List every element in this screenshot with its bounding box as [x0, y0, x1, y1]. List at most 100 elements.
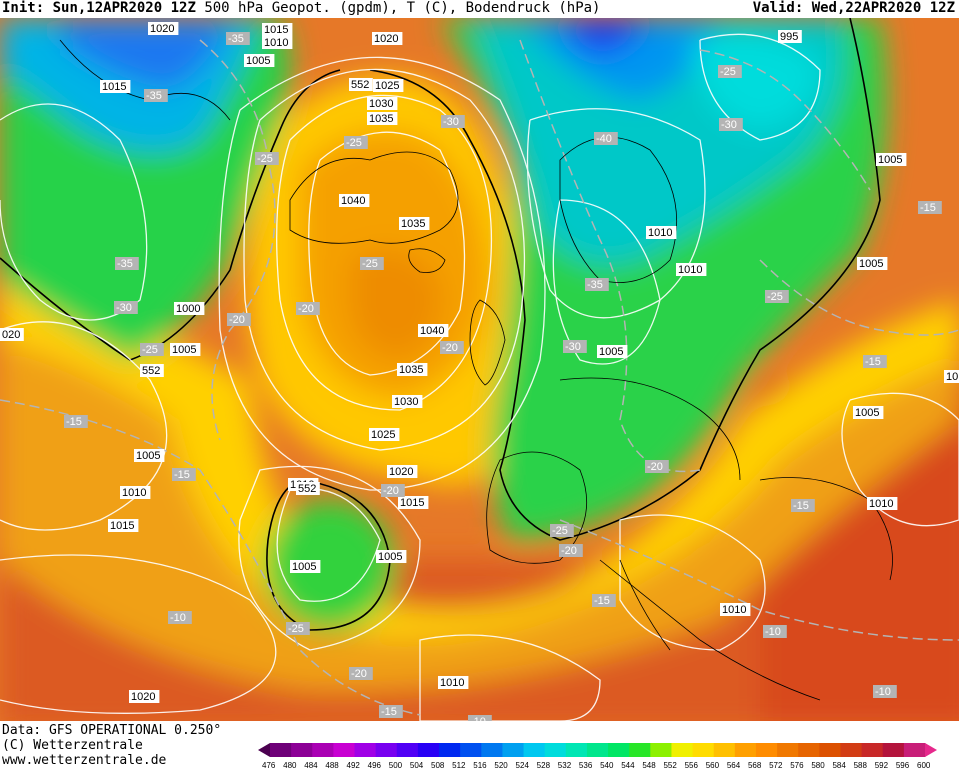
colorbar-tick-label: 516 [473, 761, 487, 770]
colorbar-cell [270, 743, 292, 757]
svg-text:1000: 1000 [176, 303, 200, 315]
temperature-label: -35 [144, 89, 168, 102]
colorbar-cell [903, 743, 926, 757]
svg-text:-35: -35 [146, 90, 162, 102]
isobars-label: 1005 [853, 406, 884, 419]
isobars-label: 1010 [676, 263, 707, 276]
temperature-label: -35 [585, 278, 609, 291]
svg-text:1010: 1010 [264, 37, 288, 49]
svg-text:-25: -25 [767, 291, 783, 303]
colorbar-tick-label: 556 [685, 761, 699, 770]
isobars-label: 1020 [372, 32, 403, 45]
colorbar-cell [523, 743, 546, 757]
isobars-label: 1005 [376, 550, 407, 563]
isobars-label: 1015 [100, 80, 131, 93]
colorbar-tick-label: 588 [854, 761, 868, 770]
svg-text:1030: 1030 [369, 98, 393, 110]
colorbar-cell [798, 743, 820, 757]
isotherms [0, 39, 959, 716]
isobars-label: 10 [944, 370, 959, 383]
temperature-label: -25 [360, 257, 384, 270]
colorbar-cell [586, 743, 609, 757]
colorbar-tick-label: 568 [748, 761, 762, 770]
isobars-label: 1010 [720, 603, 751, 616]
isobars-label: 1010 [867, 497, 898, 510]
isobars-label: 1010 [120, 486, 151, 499]
map-footer: Data: GFS OPERATIONAL 0.250° (C) Wetterz… [0, 721, 959, 770]
svg-text:1020: 1020 [131, 691, 155, 703]
svg-text:-20: -20 [298, 303, 314, 315]
svg-text:1020: 1020 [150, 23, 174, 35]
colorbar-cell [333, 743, 356, 757]
colorbar-tick-label: 576 [790, 761, 804, 770]
isobars-label: 1040 [418, 324, 449, 337]
isobars-label: 1005 [170, 343, 201, 356]
isobars-label: 020 [0, 328, 24, 341]
colorbar-tick-label: 528 [537, 761, 551, 770]
colorbar-cell [502, 743, 525, 757]
isobars-label: 1010 [646, 226, 677, 239]
svg-text:1010: 1010 [869, 498, 893, 510]
svg-text:1005: 1005 [172, 344, 196, 356]
svg-text:-25: -25 [552, 525, 568, 537]
svg-text:-15: -15 [66, 416, 82, 428]
isobars-label: 1010 [262, 36, 293, 49]
colorbar-tick-label: 536 [579, 761, 593, 770]
colorbar-cell [755, 743, 778, 757]
chart-title: 500 hPa Geopot. (gpdm), T (C), Bodendruc… [204, 0, 601, 16]
temperature-label: -15 [918, 201, 942, 214]
svg-text:-15: -15 [793, 500, 809, 512]
website-link[interactable]: www.wetterzentrale.de [2, 753, 167, 768]
geopotential-label: 552 [296, 482, 320, 495]
colorbar-cell [544, 743, 567, 757]
isobars-label: 1005 [857, 257, 888, 270]
colorbar-cell [882, 743, 905, 757]
colorbar-cell [375, 743, 398, 757]
colorbar-tick-label: 552 [663, 761, 677, 770]
colorbar-tick-label: 592 [875, 761, 889, 770]
temperature-label: -10 [168, 611, 192, 624]
colorbar-tick-label: 504 [410, 761, 424, 770]
geopotential-label: 552 [140, 364, 164, 377]
isobars-label: 1035 [399, 217, 430, 230]
svg-text:-20: -20 [383, 485, 399, 497]
colorbar-tick-label: 544 [621, 761, 635, 770]
colorbar-cell [354, 743, 377, 757]
temperature-label: -15 [172, 468, 196, 481]
temperature-label: -20 [381, 484, 405, 497]
svg-text:1035: 1035 [401, 218, 425, 230]
temperature-label: -25 [765, 290, 789, 303]
colorbar-tick-label: 488 [325, 761, 339, 770]
svg-text:-10: -10 [765, 626, 781, 638]
temperature-labels: -35 -35 -25 -25 -30 -40 -25 -30 -15 -35 -25 -20 -30 -… [64, 32, 942, 721]
svg-text:-10: -10 [170, 612, 186, 624]
colorbar-cell [396, 743, 419, 757]
svg-text:552: 552 [351, 79, 369, 91]
isobars-label: 1025 [369, 428, 400, 441]
temperature-label: -25 [550, 524, 574, 537]
svg-text:1015: 1015 [264, 24, 288, 36]
svg-text:-35: -35 [587, 279, 603, 291]
svg-text:-15: -15 [865, 356, 881, 368]
svg-text:1025: 1025 [375, 80, 399, 92]
isobars [0, 33, 959, 721]
svg-text:-20: -20 [351, 668, 367, 680]
geopotential-field [0, 18, 959, 721]
svg-text:10: 10 [946, 371, 958, 383]
colorbar-cell [861, 743, 884, 757]
svg-text:552: 552 [142, 365, 160, 377]
svg-text:1015: 1015 [400, 497, 424, 509]
svg-text:-30: -30 [721, 119, 737, 131]
isobars-label: 1000 [174, 302, 205, 315]
svg-text:1020: 1020 [389, 466, 413, 478]
svg-text:-10: -10 [470, 716, 486, 721]
isobars-label: 1035 [367, 112, 398, 125]
svg-text:1010: 1010 [440, 677, 464, 689]
temperature-label: -15 [64, 415, 88, 428]
svg-text:1010: 1010 [722, 604, 746, 616]
svg-text:552: 552 [298, 483, 316, 495]
header-valid: Valid: Wed,22APR2020 12Z [752, 0, 955, 16]
svg-text:1005: 1005 [855, 407, 879, 419]
temperature-label: -10 [763, 625, 787, 638]
